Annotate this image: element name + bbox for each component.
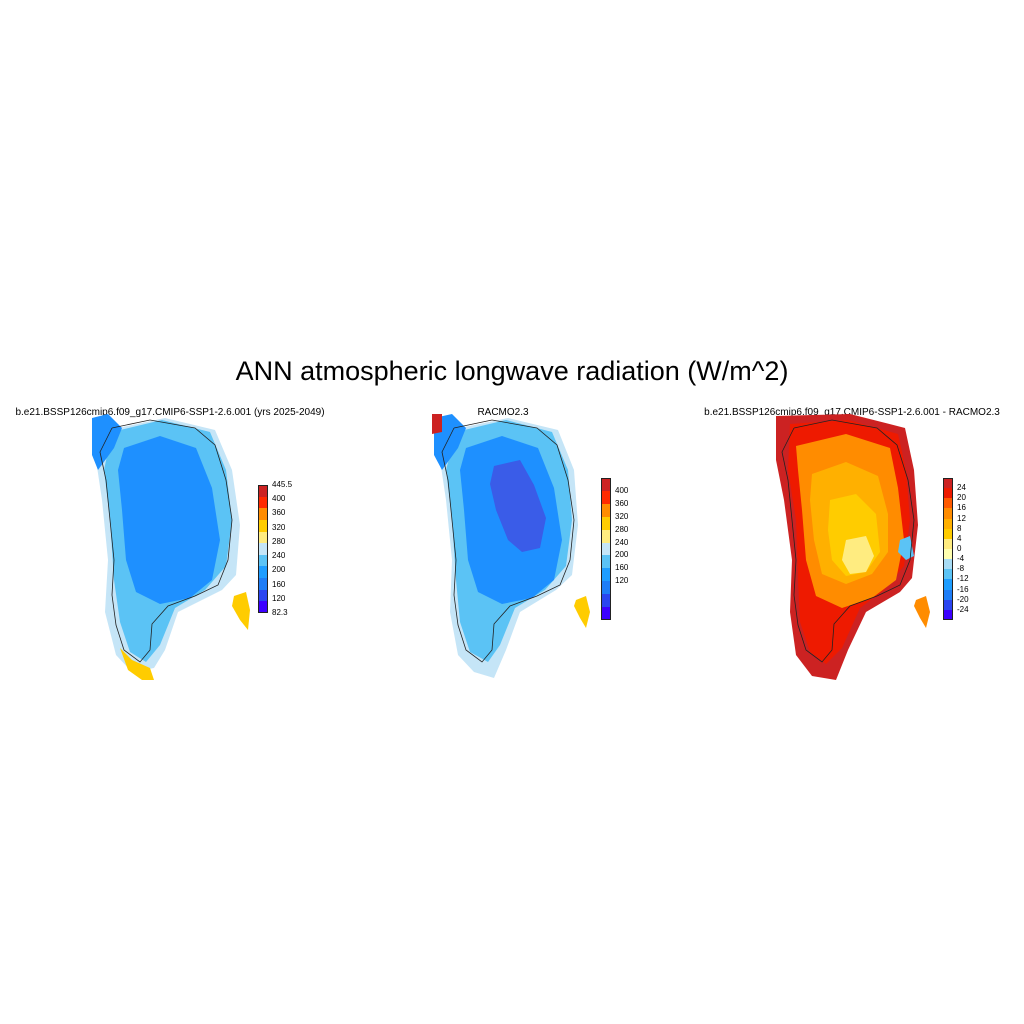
colorbar-swatch — [601, 529, 611, 544]
map-panel-diff — [776, 414, 930, 680]
colorbar-swatch — [258, 496, 268, 509]
colorbar-swatch — [258, 589, 268, 602]
colorbar-frame — [943, 478, 953, 620]
region-model-south-tip — [120, 648, 154, 680]
colorbar-label: 360 — [615, 498, 629, 508]
colorbar-swatch — [258, 554, 268, 567]
coastline-obs — [441, 419, 575, 663]
colorbar-label: 16 — [957, 503, 966, 513]
colorbar-label: 400 — [272, 494, 286, 504]
colorbar-swatch — [258, 578, 268, 591]
colorbar-swatch — [258, 601, 268, 614]
colorbar-swatch — [943, 478, 953, 489]
colorbar-label: 280 — [272, 536, 286, 546]
map-panel-model — [92, 414, 250, 680]
colorbar-swatch — [943, 569, 953, 580]
coastline-diff — [781, 419, 915, 663]
colorbar-label: -8 — [957, 564, 965, 574]
colorbar-label: 445.5 — [272, 480, 293, 489]
region-model-east-island — [232, 592, 250, 630]
colorbar-label: 400 — [615, 485, 629, 495]
colorbar-label: -20 — [957, 594, 969, 604]
colorbar-swatch — [601, 542, 611, 556]
colorbar-swatch — [601, 594, 611, 608]
colorbar-swatch — [258, 519, 268, 533]
colorbar-swatch — [943, 579, 953, 591]
colorbar-swatch — [601, 503, 611, 518]
coastline-model — [99, 419, 233, 663]
figure-title: ANN atmospheric longwave radiation (W/m^… — [235, 356, 789, 386]
colorbar-label: 120 — [615, 576, 629, 586]
colorbar-swatch — [601, 478, 611, 492]
region-obs-east-island — [574, 596, 590, 628]
colorbar-label: -4 — [957, 554, 965, 564]
colorbar-swatch — [601, 555, 611, 569]
colorbar-label: 4 — [957, 533, 962, 543]
colorbar-label: 160 — [272, 579, 286, 589]
colorbar-label: 320 — [615, 511, 629, 521]
colorbar-frame — [601, 478, 611, 620]
region-model-northwest — [92, 414, 122, 470]
colorbar-label: 200 — [272, 565, 286, 575]
colorbar-swatch — [943, 559, 953, 570]
colorbar-label: 24 — [957, 483, 966, 493]
colorbar-label: 0 — [957, 544, 962, 553]
colorbar-swatch — [943, 508, 953, 520]
colorbar-swatch — [943, 538, 953, 550]
colorbar-swatch — [601, 607, 611, 621]
colorbar-swatch — [943, 549, 953, 560]
panel-title-model: b.e21.BSSP126cmip6.f09_g17.CMIP6-SSP1-2.… — [15, 407, 325, 418]
colorbar-label: 20 — [957, 493, 966, 503]
colorbar-label: -12 — [957, 574, 969, 584]
colorbar-swatch — [601, 581, 611, 595]
colorbar-label: 120 — [272, 593, 286, 603]
region-obs-summit — [490, 460, 546, 552]
colorbar-swatch — [943, 599, 953, 611]
colorbar-swatch — [943, 609, 953, 621]
region-obs-north-corner — [432, 414, 442, 434]
colorbar-swatch — [258, 543, 268, 556]
map-panel-obs — [432, 414, 590, 678]
colorbar-label: 8 — [957, 523, 962, 533]
region-diff-east-island — [914, 596, 930, 628]
colorbar-label: 160 — [615, 563, 629, 573]
panel-title-obs: RACMO2.3 — [477, 407, 529, 418]
colorbar-label: 320 — [272, 522, 286, 532]
colorbar-label: 240 — [615, 537, 629, 547]
region-model-interior — [118, 436, 220, 604]
region-diff-low — [842, 536, 874, 574]
colorbar-swatch — [258, 531, 268, 544]
colorbar-swatch — [943, 488, 953, 499]
colorbar-swatch — [258, 485, 268, 498]
colorbar-label: 200 — [615, 550, 629, 560]
colorbar-swatch — [258, 508, 268, 521]
colorbar-label: 240 — [272, 551, 286, 561]
colorbar-swatch — [601, 490, 611, 505]
region-diff-neg — [898, 536, 914, 560]
colorbar-swatch — [943, 518, 953, 530]
colorbar-frame — [258, 485, 268, 613]
colorbar-label: 82.3 — [272, 608, 288, 617]
colorbar-label: 360 — [272, 508, 286, 518]
colorbar-label: -16 — [957, 584, 969, 594]
colorbar-swatch — [601, 516, 611, 531]
colorbar-swatch — [258, 566, 268, 579]
colorbar-swatch — [943, 589, 953, 601]
colorbar-swatch — [943, 498, 953, 509]
panel-title-diff: b.e21.BSSP126cmip6.f09_g17.CMIP6-SSP1-2.… — [704, 407, 1000, 418]
colorbar-label: 280 — [615, 524, 629, 534]
colorbar-swatch — [943, 528, 953, 540]
colorbar-label: -24 — [957, 604, 969, 614]
colorbar-swatch — [601, 568, 611, 582]
colorbar-label: 12 — [957, 513, 966, 523]
